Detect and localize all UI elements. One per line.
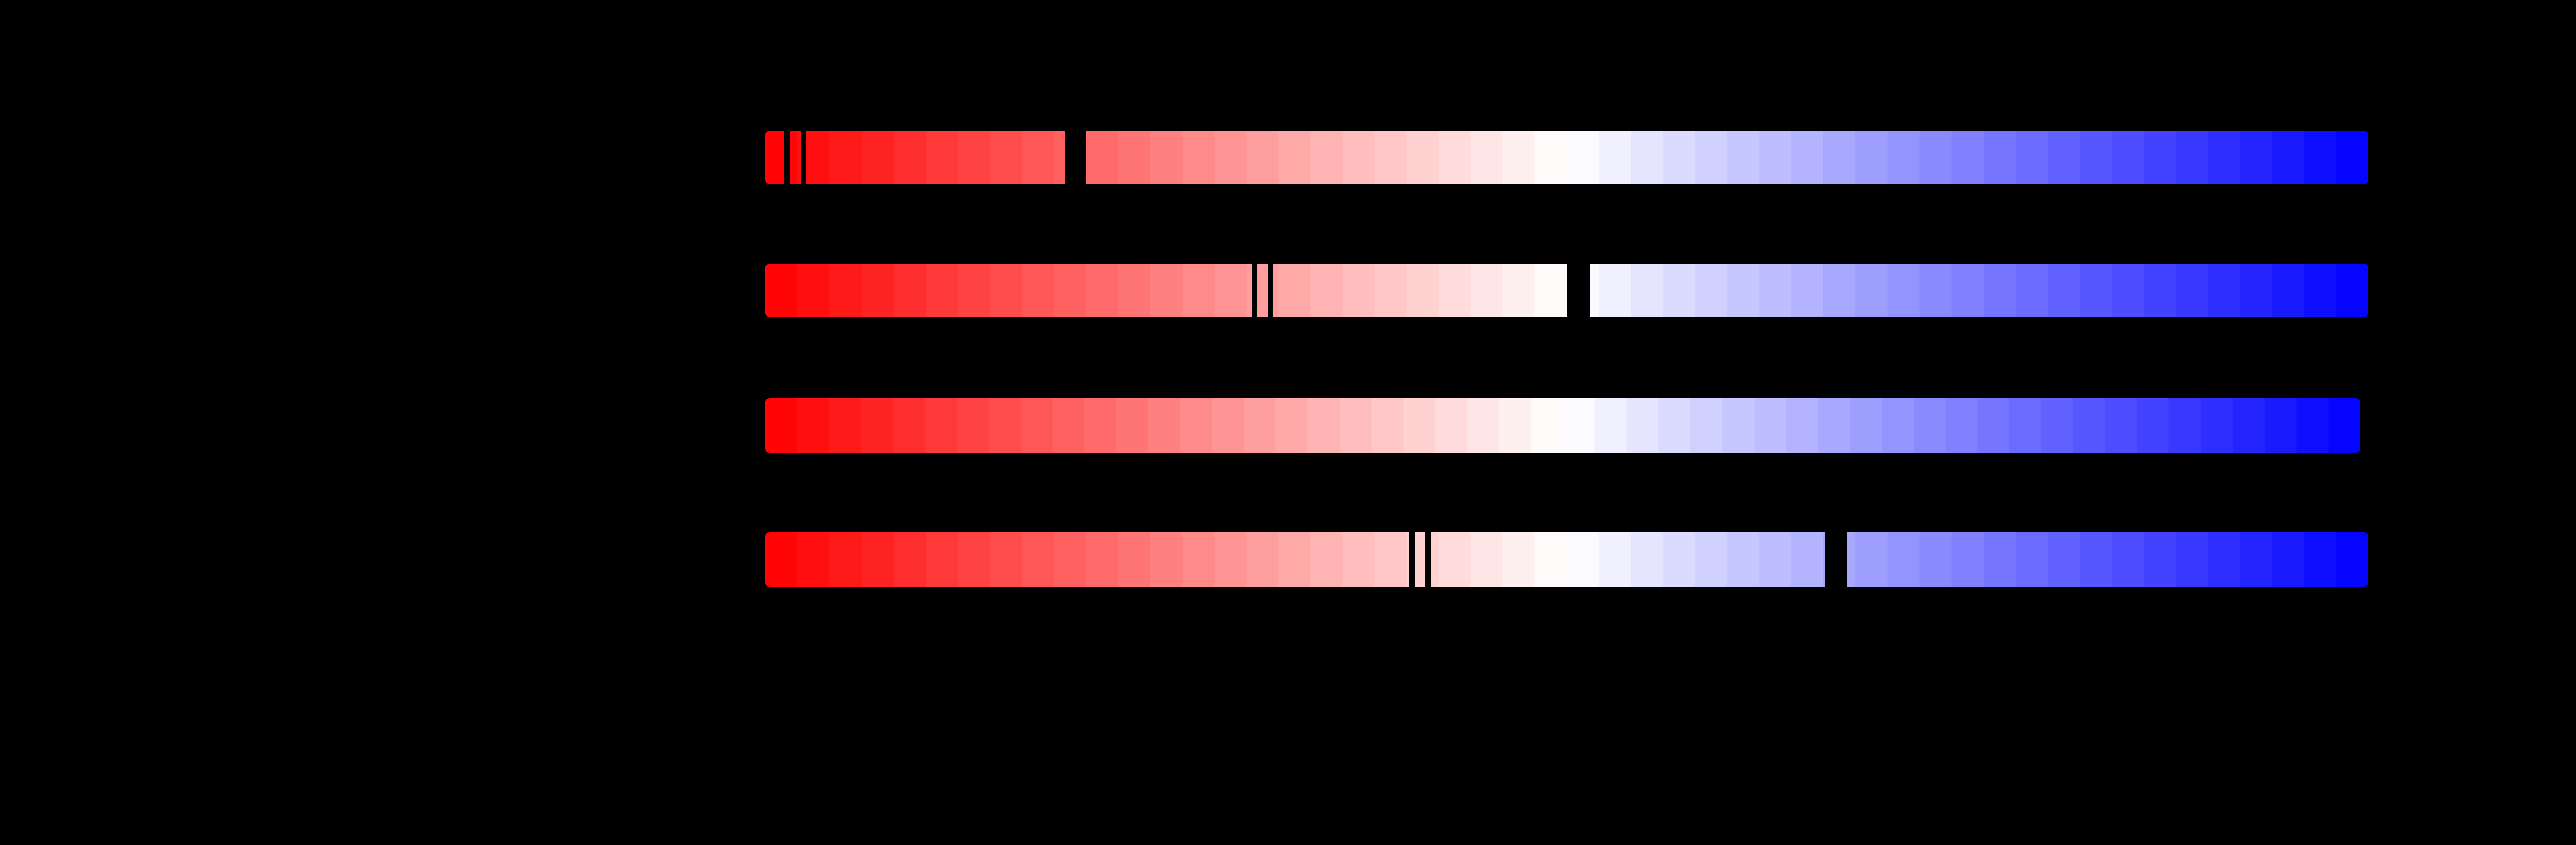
- interval-marker: [1065, 130, 1086, 185]
- gradient-bar: [765, 531, 2368, 588]
- interval-marker: [1825, 531, 1847, 588]
- gradient-bar: [765, 398, 2360, 453]
- interval-marker: [1409, 531, 1415, 588]
- gradient-bar: [765, 130, 2368, 185]
- interval-marker: [1567, 263, 1590, 318]
- gradient-bar: [765, 263, 2368, 318]
- interval-marker: [1252, 263, 1257, 318]
- interval-marker: [1268, 263, 1273, 318]
- interval-marker: [1425, 531, 1431, 588]
- interval-marker: [801, 130, 806, 185]
- interval-marker: [784, 130, 790, 185]
